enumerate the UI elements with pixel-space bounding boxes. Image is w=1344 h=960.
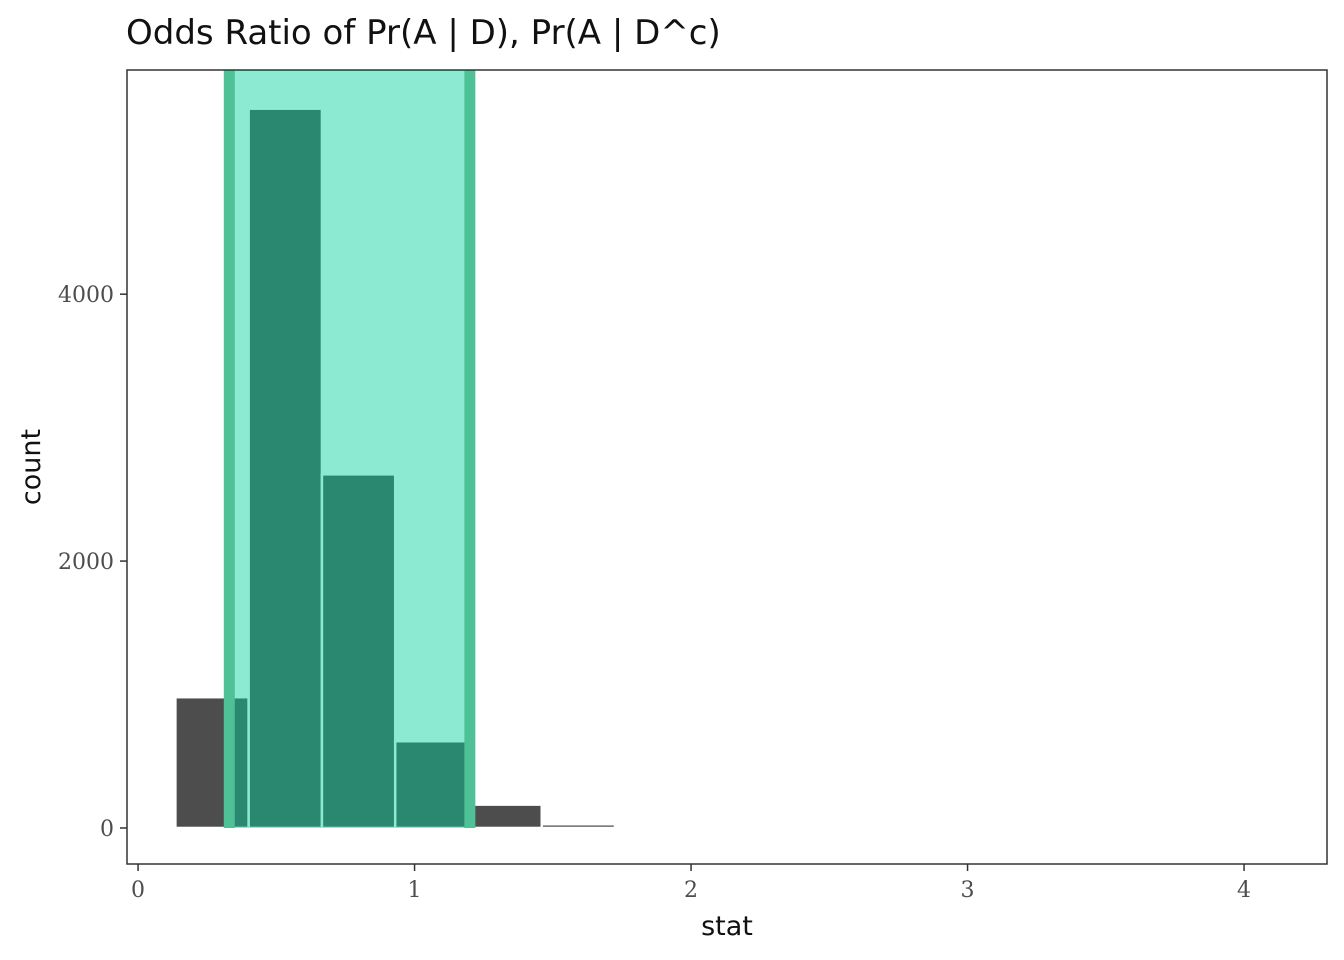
interval-highlight: [223, 70, 476, 828]
x-tick-label: 1: [408, 878, 422, 903]
histogram-bar-6: [540, 822, 617, 830]
histogram-bar-1: [174, 695, 250, 830]
x-tick-label: 3: [961, 878, 975, 903]
y-tick-label: 4000: [58, 283, 114, 308]
y-tick-label: 0: [100, 817, 114, 842]
histogram-bar-2: [247, 107, 324, 830]
histogram-bar-5: [467, 803, 543, 830]
x-axis-label: stat: [701, 911, 753, 942]
interval-band: [229, 70, 470, 828]
x-tick-label: 2: [684, 878, 698, 903]
histogram-bars: [174, 107, 617, 830]
y-tick-label: 2000: [58, 550, 114, 575]
histogram-bar-3: [320, 473, 397, 830]
y-axis: 0 2000 4000: [58, 283, 127, 842]
plot-panel-frame: [126, 69, 1328, 865]
chart-title: Odds Ratio of Pr(A | D), Pr(A | D^c): [126, 13, 721, 53]
plot-panel-border: [126, 69, 1328, 865]
y-axis-label: count: [16, 429, 47, 505]
histogram-bar-4: [393, 739, 470, 830]
x-axis: 0 1 2 3 4: [131, 864, 1251, 903]
x-tick-label: 4: [1237, 878, 1251, 903]
x-tick-label: 0: [131, 878, 145, 903]
